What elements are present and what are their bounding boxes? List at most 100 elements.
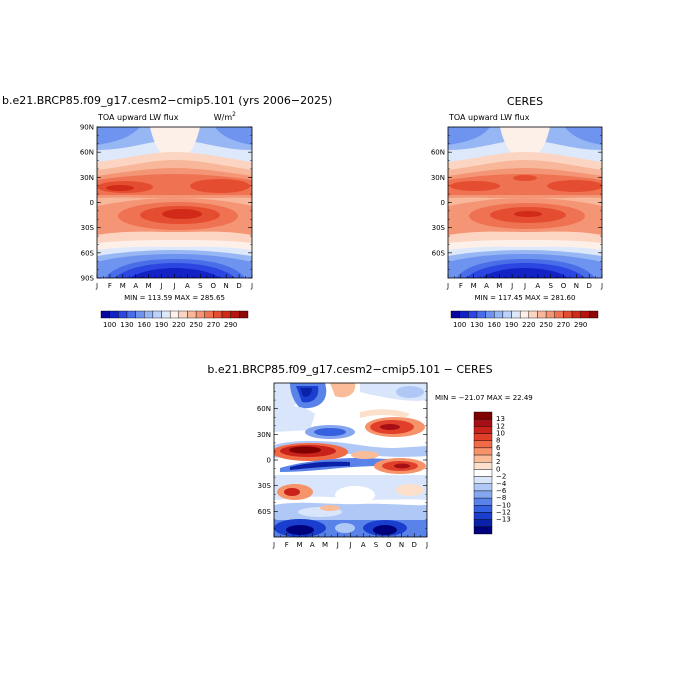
panel3-y-tick-label: 30S <box>258 482 272 490</box>
panel2-y-tick-label: 30N <box>431 174 445 182</box>
panel1-colorbar-box <box>169 310 180 319</box>
panel3-colorbar-box <box>473 411 493 420</box>
panel1-x-tick-label: F <box>108 282 112 290</box>
panel1-y-tick-label: 90N <box>80 124 94 132</box>
panel2-x-tick-label: M <box>471 282 477 290</box>
panel2-variable-label: TOA upward LW flux <box>448 113 530 122</box>
panel3-colorbar-label: 8 <box>496 437 500 445</box>
panel1-x-tick-label: D <box>236 282 241 290</box>
panel3-x-tick-label: J <box>272 541 275 549</box>
panel3-x-tick-label: A <box>361 541 366 549</box>
panel1-colorbar-box <box>118 310 128 319</box>
panel2-colorbar-box <box>528 310 538 319</box>
panel3-colorbar-label: −4 <box>496 480 507 488</box>
panel3-colorbar-label: −12 <box>496 508 511 516</box>
panel3-colorbar-box <box>473 462 493 470</box>
panel1-colorbar-box <box>195 310 205 319</box>
panel2-colorbar-box <box>571 310 581 319</box>
panel3-y-tick-label: 60N <box>257 405 271 413</box>
panel2-colorbar-box <box>545 310 555 319</box>
panel3-field <box>274 383 427 537</box>
panel1-colorbar-box <box>230 310 240 319</box>
panel3-colorbar-box <box>473 433 493 441</box>
panel1-colorbar-box <box>135 310 145 319</box>
panel1-x-tick-label: J <box>160 282 163 290</box>
panel1-y-tick-label: 60S <box>81 249 95 257</box>
panel1-x-tick-label: M <box>146 282 152 290</box>
panel3-colorbar-label: −10 <box>496 501 511 509</box>
panel2-title: CERES <box>507 95 543 108</box>
panel2-y-tick-label: 30S <box>432 224 446 232</box>
panel2-colorbar-label: 130 <box>470 321 483 329</box>
panel3-colorbar-label: 6 <box>496 444 501 452</box>
panel3-x-tick-label: D <box>412 541 417 549</box>
panel3-x-tick-label: M <box>296 541 302 549</box>
panel3-x-tick-label: J <box>425 541 428 549</box>
panel3-title: b.e21.BRCP85.f09_g17.cesm2−cmip5.101 − C… <box>207 363 492 376</box>
panel2-x-tick-label: N <box>574 282 579 290</box>
panel3-x-tick-label: M <box>322 541 328 549</box>
panel3-colorbar-box <box>473 469 493 477</box>
panel3-stats: MIN = −21.07 MAX = 22.49 <box>435 394 533 402</box>
panel1-colorbar-label: 250 <box>189 321 202 329</box>
panel3-y-ticks: 60N 30N 0 30S 60S <box>257 391 427 529</box>
panel2-colorbar-box <box>589 310 599 319</box>
panel3-colorbar-box <box>473 418 493 427</box>
panel3-x-tick-label: A <box>310 541 315 549</box>
panel3-colorbar-label: −6 <box>496 487 507 495</box>
panel1-colorbar-box <box>152 310 162 319</box>
panel2-colorbar-box <box>494 310 504 319</box>
panel3-colorbar-box <box>473 497 493 506</box>
panel2-colorbar-box <box>459 310 469 319</box>
panel2-y-tick-label: 60N <box>431 149 445 157</box>
panel1-colorbar-label: 270 <box>207 321 220 329</box>
panel3-colorbar-box <box>473 483 493 492</box>
panel3-colorbar-label: 0 <box>496 465 500 473</box>
panel1-colorbar-label: 160 <box>138 321 151 329</box>
panel2-colorbar-label: 190 <box>505 321 518 329</box>
panel2-colorbar-box <box>502 310 512 319</box>
panel3-colorbar-box <box>473 454 493 463</box>
panel1-colorbar-label: 220 <box>172 321 185 329</box>
panel2-colorbar-label: 100 <box>453 321 466 329</box>
panel1-colorbar-box <box>161 310 171 319</box>
panel2-x-tick-label: M <box>496 282 502 290</box>
panel3-colorbar-box <box>473 526 493 535</box>
panel1-colorbar-box <box>239 310 249 319</box>
panel2-colorbar-box <box>485 310 495 319</box>
panel2-y-tick-label: 60S <box>432 249 446 257</box>
panel3-colorbar-box <box>473 490 493 499</box>
panel1-colorbar-label: 130 <box>120 321 133 329</box>
panel2-colorbar-label: 250 <box>539 321 552 329</box>
panel2-colorbar: 100 130 160 190 220 250 270 290 <box>450 310 599 329</box>
panel3-colorbar-box <box>473 512 493 520</box>
panel2-y-ticks: 60N 30N 0 30S 60S <box>431 135 602 270</box>
panel3-colorbar-label: 13 <box>496 415 505 423</box>
panel1-y-tick-label: 0 <box>90 199 94 207</box>
panel3-colorbar-box <box>473 476 493 484</box>
panel3-colorbar-box <box>473 426 493 434</box>
panel1-y-tick-label: 30S <box>81 224 95 232</box>
panel2-x-tick-label: A <box>484 282 489 290</box>
panel2-x-tick-label: J <box>523 282 526 290</box>
panel1-colorbar-label: 100 <box>103 321 116 329</box>
panel2-x-tick-label: F <box>459 282 463 290</box>
panel3-x-tick-label: J <box>336 541 339 549</box>
panel2-colorbar-box <box>580 310 590 319</box>
panel1-y-tick-label: 60N <box>80 149 94 157</box>
panel1-y-ticks: 90N 60N 30N 0 30S 60S 90S <box>80 124 252 283</box>
panel1-x-tick-label: J <box>95 282 98 290</box>
panel3-x-tick-label: S <box>374 541 379 549</box>
panel3-colorbar-label: −2 <box>496 473 506 481</box>
panel1-x-tick-label: A <box>133 282 138 290</box>
panel1-colorbar-label: 190 <box>155 321 168 329</box>
panel3-x-tick-label: O <box>386 541 392 549</box>
panel1-y-tick-label: 90S <box>81 275 95 283</box>
panel3-y-tick-label: 0 <box>267 457 271 465</box>
panel1-x-tick-label: A <box>185 282 190 290</box>
panel3-colorbar-label: 12 <box>496 422 505 430</box>
